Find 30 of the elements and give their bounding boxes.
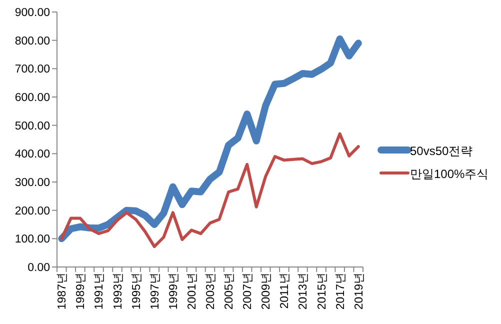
x-tick-label: 2013년	[298, 272, 310, 310]
x-tick-label: 1999년	[168, 272, 180, 310]
x-tick-label: 1997년	[149, 272, 162, 310]
x-tick-label: 1995년	[130, 272, 143, 310]
x-tick-label: 1993년	[112, 272, 124, 310]
x-tick-label: 2005년	[224, 272, 236, 310]
legend-label: 50vs50전략	[410, 144, 473, 158]
legend-label: 만일100%주식	[410, 167, 489, 181]
line-series	[60, 132, 360, 248]
x-tick-label: 2001년	[186, 272, 198, 310]
x-tick-label: 1987년	[56, 272, 69, 310]
x-tick-label: 1991년	[94, 272, 106, 310]
x-tick-label: 2015년	[316, 272, 328, 310]
y-tick-label: 300.00	[14, 177, 50, 189]
y-tick-label: 400.00	[14, 148, 50, 161]
x-tick-label: 2003년	[205, 272, 217, 310]
y-tick-label: 500.00	[14, 120, 50, 132]
y-tick-label: 600.00	[14, 92, 50, 104]
x-tick-label: 1989년	[75, 272, 88, 310]
y-tick-label: 900.00	[14, 7, 50, 19]
y-tick-label: 700.00	[14, 64, 50, 76]
y-tick-label: 800.00	[14, 35, 50, 48]
x-tick-label: 2011년	[279, 272, 292, 309]
x-tick-label: 2017년	[334, 272, 347, 310]
x-tick-label: 2019년	[353, 272, 366, 310]
y-tick-label: 200.00	[14, 205, 50, 218]
x-tick-label: 2009년	[260, 272, 273, 310]
x-tick-label: 2007년	[242, 272, 254, 310]
y-tick-label: 100.00	[14, 234, 50, 246]
y-tick-label: 0.00	[28, 262, 50, 274]
